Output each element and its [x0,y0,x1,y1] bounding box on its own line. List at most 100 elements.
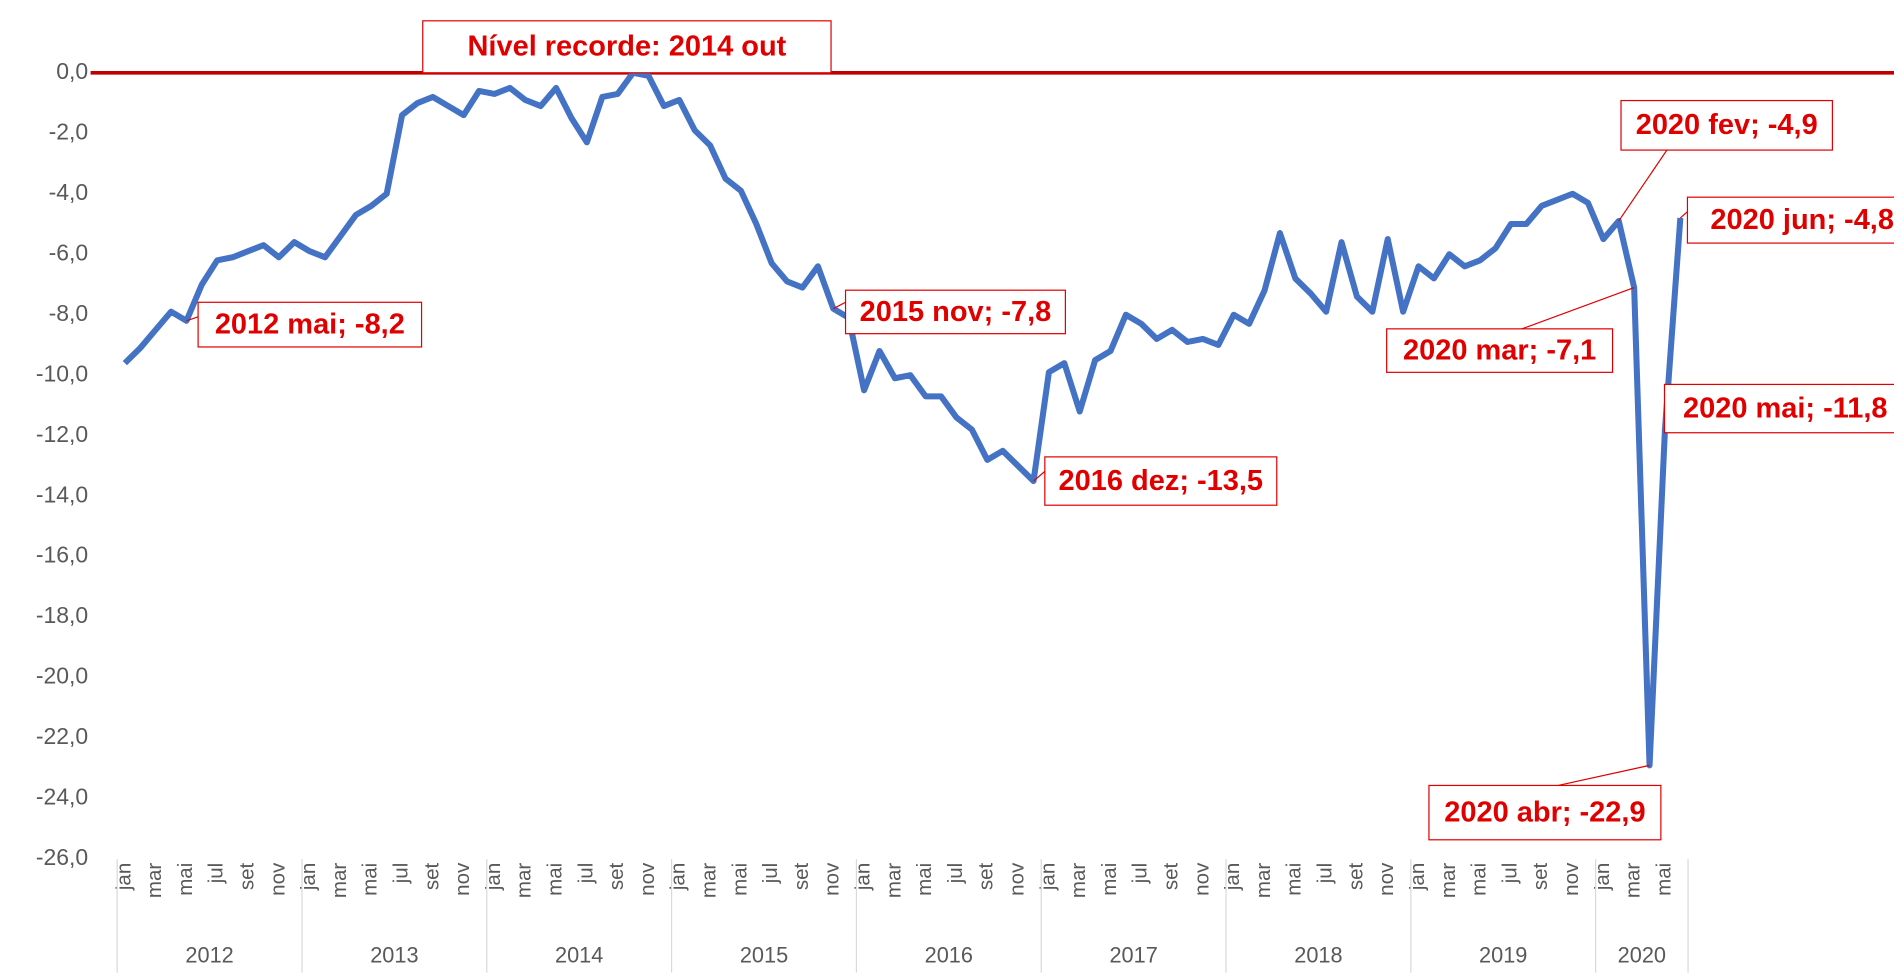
x-tick-label: jul [759,863,782,885]
x-tick-label: mai [1098,863,1121,896]
x-tick-label: nov [636,862,659,896]
data-label-box [1386,328,1614,373]
x-tick-label: mai [728,863,751,896]
x-tick-label: set [1344,862,1367,890]
data-label-box [1620,99,1834,151]
x-tick-label: jul [1129,863,1152,885]
y-tick-label: -8,0 [49,300,89,326]
data-label-box [1663,383,1894,434]
x-tick-label: set [420,862,443,890]
x-tick-label: jan [1406,863,1429,891]
x-tick-label: mai [174,863,197,896]
x-tick-label: jan [1221,863,1244,891]
group-label: 2013 [370,943,418,968]
data-label: 2020 abr; -22,9 [1444,796,1645,828]
x-tick-label: mar [698,863,721,898]
y-tick-label: -2,0 [49,118,89,144]
x-tick-label: mai [1468,863,1491,896]
reference-label-box [422,20,832,74]
y-tick-label: 0,0 [56,58,88,84]
y-tick-label: -24,0 [36,784,88,810]
x-tick-label: nov [266,862,289,896]
leader-line [1521,286,1635,330]
x-tick-label: set [605,862,628,890]
data-label-box [1428,784,1662,841]
x-tick-label: mar [143,863,166,898]
reference-label: Nível recorde: 2014 out [468,31,787,63]
x-tick-label: mai [359,863,382,896]
x-tick-label: jan [112,863,135,891]
group-label: 2019 [1479,943,1527,968]
x-tick-label: jul [390,863,413,885]
group-label: 2020 [1618,943,1666,968]
data-label-box [1044,456,1278,506]
group-label: 2018 [1294,943,1342,968]
leader-line [186,316,199,322]
y-tick-label: -18,0 [36,602,88,628]
x-tick-label: jul [1314,863,1337,885]
data-label: 2020 mar; -7,1 [1403,334,1596,366]
leader-line [1618,149,1668,222]
x-tick-label: jan [1591,863,1614,891]
group-label: 2016 [925,943,973,968]
x-tick-label: set [1529,862,1552,890]
group-label: 2012 [185,943,233,968]
y-tick-label: -26,0 [36,844,88,870]
x-tick-label: jul [205,863,228,885]
x-tick-label: jan [1036,863,1059,891]
y-tick-label: -6,0 [49,239,89,265]
x-tick-label: mar [328,863,351,898]
x-tick-label: set [975,862,998,890]
x-tick-label: mai [544,863,567,896]
leader-line [833,301,846,310]
data-label: 2020 fev; -4,9 [1636,109,1818,141]
x-tick-label: nov [451,862,474,896]
x-tick-label: jan [852,863,875,891]
data-label: 2020 mai; -11,8 [1683,392,1888,424]
leader-line [1033,470,1046,482]
data-label: 2016 dez; -13,5 [1059,465,1264,497]
x-tick-label: jul [574,863,597,885]
y-tick-label: -14,0 [36,481,88,507]
x-tick-label: mar [1252,863,1275,898]
x-tick-label: nov [821,862,844,896]
x-tick-label: nov [1190,862,1213,896]
data-label-box [844,289,1066,335]
x-tick-label: nov [1006,862,1029,896]
x-tick-label: jan [667,863,690,891]
data-label: 2015 nov; -7,8 [860,296,1052,328]
data-label: 2020 jun; -4,8 [1710,204,1894,236]
x-tick-label: mai [1283,863,1306,896]
x-tick-label: jul [1498,863,1521,885]
x-tick-label: jan [482,863,505,891]
x-tick-label: set [235,862,258,890]
x-tick-label: mar [1622,863,1645,898]
x-tick-label: mai [1652,863,1675,896]
x-tick-label: set [790,862,813,890]
series-line [122,69,1684,769]
x-tick-label: jan [297,863,320,891]
group-label: 2017 [1109,943,1157,968]
x-tick-label: mar [1437,863,1460,898]
y-tick-label: -16,0 [36,542,88,568]
group-label: 2015 [740,943,788,968]
x-tick-label: jul [944,863,967,885]
x-tick-label: mar [882,863,905,898]
y-tick-label: -12,0 [36,421,88,447]
data-label-box [197,301,423,348]
x-tick-label: mar [513,863,536,898]
x-tick-label: nov [1560,862,1583,896]
group-label: 2014 [555,943,603,968]
data-label-box [1686,196,1894,244]
y-tick-label: -20,0 [36,663,88,689]
x-tick-label: mai [913,863,936,896]
data-label: 2012 mai; -8,2 [215,308,405,340]
leader-line [1679,211,1688,219]
x-tick-label: nov [1375,862,1398,896]
y-tick-label: -10,0 [36,360,88,386]
y-tick-label: -4,0 [49,179,89,205]
y-tick-label: -22,0 [36,723,88,749]
x-tick-label: set [1160,862,1183,890]
